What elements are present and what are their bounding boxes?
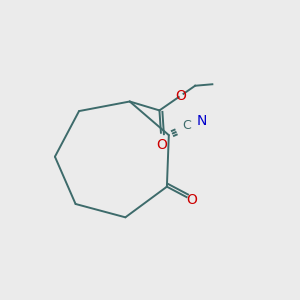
Text: O: O	[186, 193, 197, 207]
Text: O: O	[175, 88, 186, 103]
Text: O: O	[157, 138, 168, 152]
Text: C: C	[182, 119, 191, 132]
Text: N: N	[196, 114, 207, 128]
